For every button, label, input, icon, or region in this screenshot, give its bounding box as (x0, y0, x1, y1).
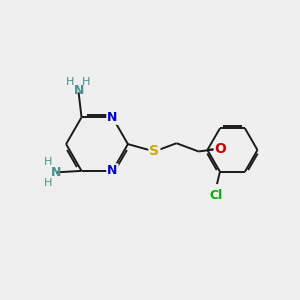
Text: N: N (74, 84, 84, 97)
Text: H: H (44, 157, 52, 167)
Text: N: N (107, 111, 118, 124)
Text: Cl: Cl (210, 189, 223, 202)
Text: N: N (107, 164, 118, 177)
Text: H: H (44, 178, 52, 188)
Text: H: H (82, 77, 90, 87)
Text: H: H (66, 77, 74, 87)
Text: O: O (215, 142, 226, 155)
Text: N: N (51, 166, 62, 179)
Text: S: S (149, 145, 159, 158)
